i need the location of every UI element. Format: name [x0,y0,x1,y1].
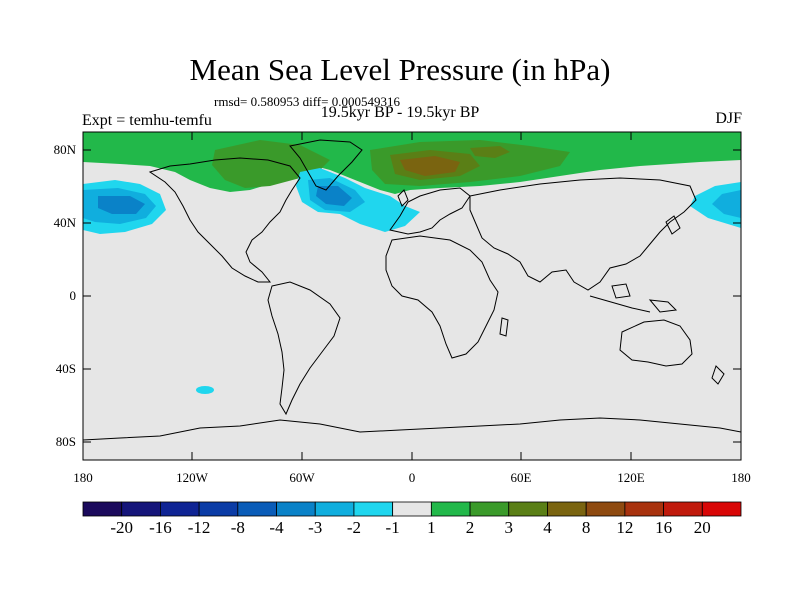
scandinavia-brown [400,156,460,176]
japan-coast [665,215,681,235]
east-pacific-cyan [712,190,741,218]
lon-tick-label: 60W [289,470,315,485]
asia-coast [469,177,697,291]
colorbar-label: 16 [655,518,673,537]
colorbar-label: -1 [385,518,400,537]
colorbar-label: 4 [543,518,552,537]
southern-ocean-patch [196,386,214,394]
indonesia-coast [589,295,651,313]
rmsd-diff-stats: rmsd= 0.580953 diff= 0.000549316 [214,94,400,109]
lat-tick-label: 40N [53,215,76,230]
colorbar-label: -3 [308,518,323,537]
map-title: Mean Sea Level Pressure (in hPa) [189,52,611,87]
greenland-coast [289,139,363,191]
colorbar-label: 1 [427,518,436,537]
lon-tick-label: 180 [731,470,751,485]
colorbar-box [276,501,316,517]
colorbar-label: -16 [149,518,172,537]
colorbar-box [314,501,355,517]
colorbar-box [353,501,394,517]
lat-tick-label: 40S [55,361,76,376]
colorbar-box [160,501,200,517]
lat-tick-label: 80S [55,434,76,449]
colorbar-label: 12 [616,518,634,537]
colorbar-label: 8 [581,518,591,537]
lon-tick-label: 120E [617,470,645,485]
new-guinea-coast [648,299,678,313]
north-atlantic-blue [316,186,352,206]
colorbar-box [469,501,510,517]
colorbar-box [237,501,277,517]
colorbar-box [585,501,626,517]
colorbar-label: 20 [693,518,711,537]
lon-tick-label: 0 [408,470,416,485]
borneo-coast [611,283,631,299]
madagascar-coast [499,317,509,337]
antarctica-coast [83,417,741,441]
colorbar-box [82,501,123,517]
colorbar-box [663,501,703,517]
map-field [83,132,741,460]
colorbar-box [430,501,471,517]
lat-tick-label: 0 [69,288,77,303]
europe-coast [389,187,471,235]
colorbar-label: 3 [504,518,514,537]
uk-coast [397,189,409,207]
colorbar-box [392,501,432,517]
africa-coast [385,235,499,359]
new-zealand-coast [711,365,725,385]
colorbar-box [121,501,161,517]
colorbar-label: -8 [230,518,245,537]
colorbar-label: -20 [110,518,134,537]
colorbar [82,501,742,517]
axis-ticks [83,132,741,460]
lon-tick-label: 60E [510,470,532,485]
lon-tick-label: 180 [73,470,93,485]
colorbar-box [624,501,664,517]
siberia-olive [470,146,510,158]
lat-tick-label: 80N [53,142,76,157]
colorbar-box [547,501,587,517]
australia-coast [619,319,693,367]
experiment-label: Expt = temhu-temfu [82,112,212,129]
north-pacific-blue [98,196,145,214]
colorbar-label: -2 [346,518,362,537]
south-america-coast [267,281,341,416]
lon-tick-label: 120W [176,470,208,485]
period-label: 19.5kyr BP - 19.5kyr BP [320,104,480,121]
colorbar-box [198,501,239,517]
colorbar-label: -4 [269,518,284,537]
north-america-coast [148,157,301,283]
colorbar-label: -12 [187,518,211,537]
season-label: DJF [715,110,742,127]
colorbar-label: 2 [465,518,475,537]
colorbar-box [701,501,742,517]
coastlines [83,139,741,441]
colorbar-box [508,501,548,517]
